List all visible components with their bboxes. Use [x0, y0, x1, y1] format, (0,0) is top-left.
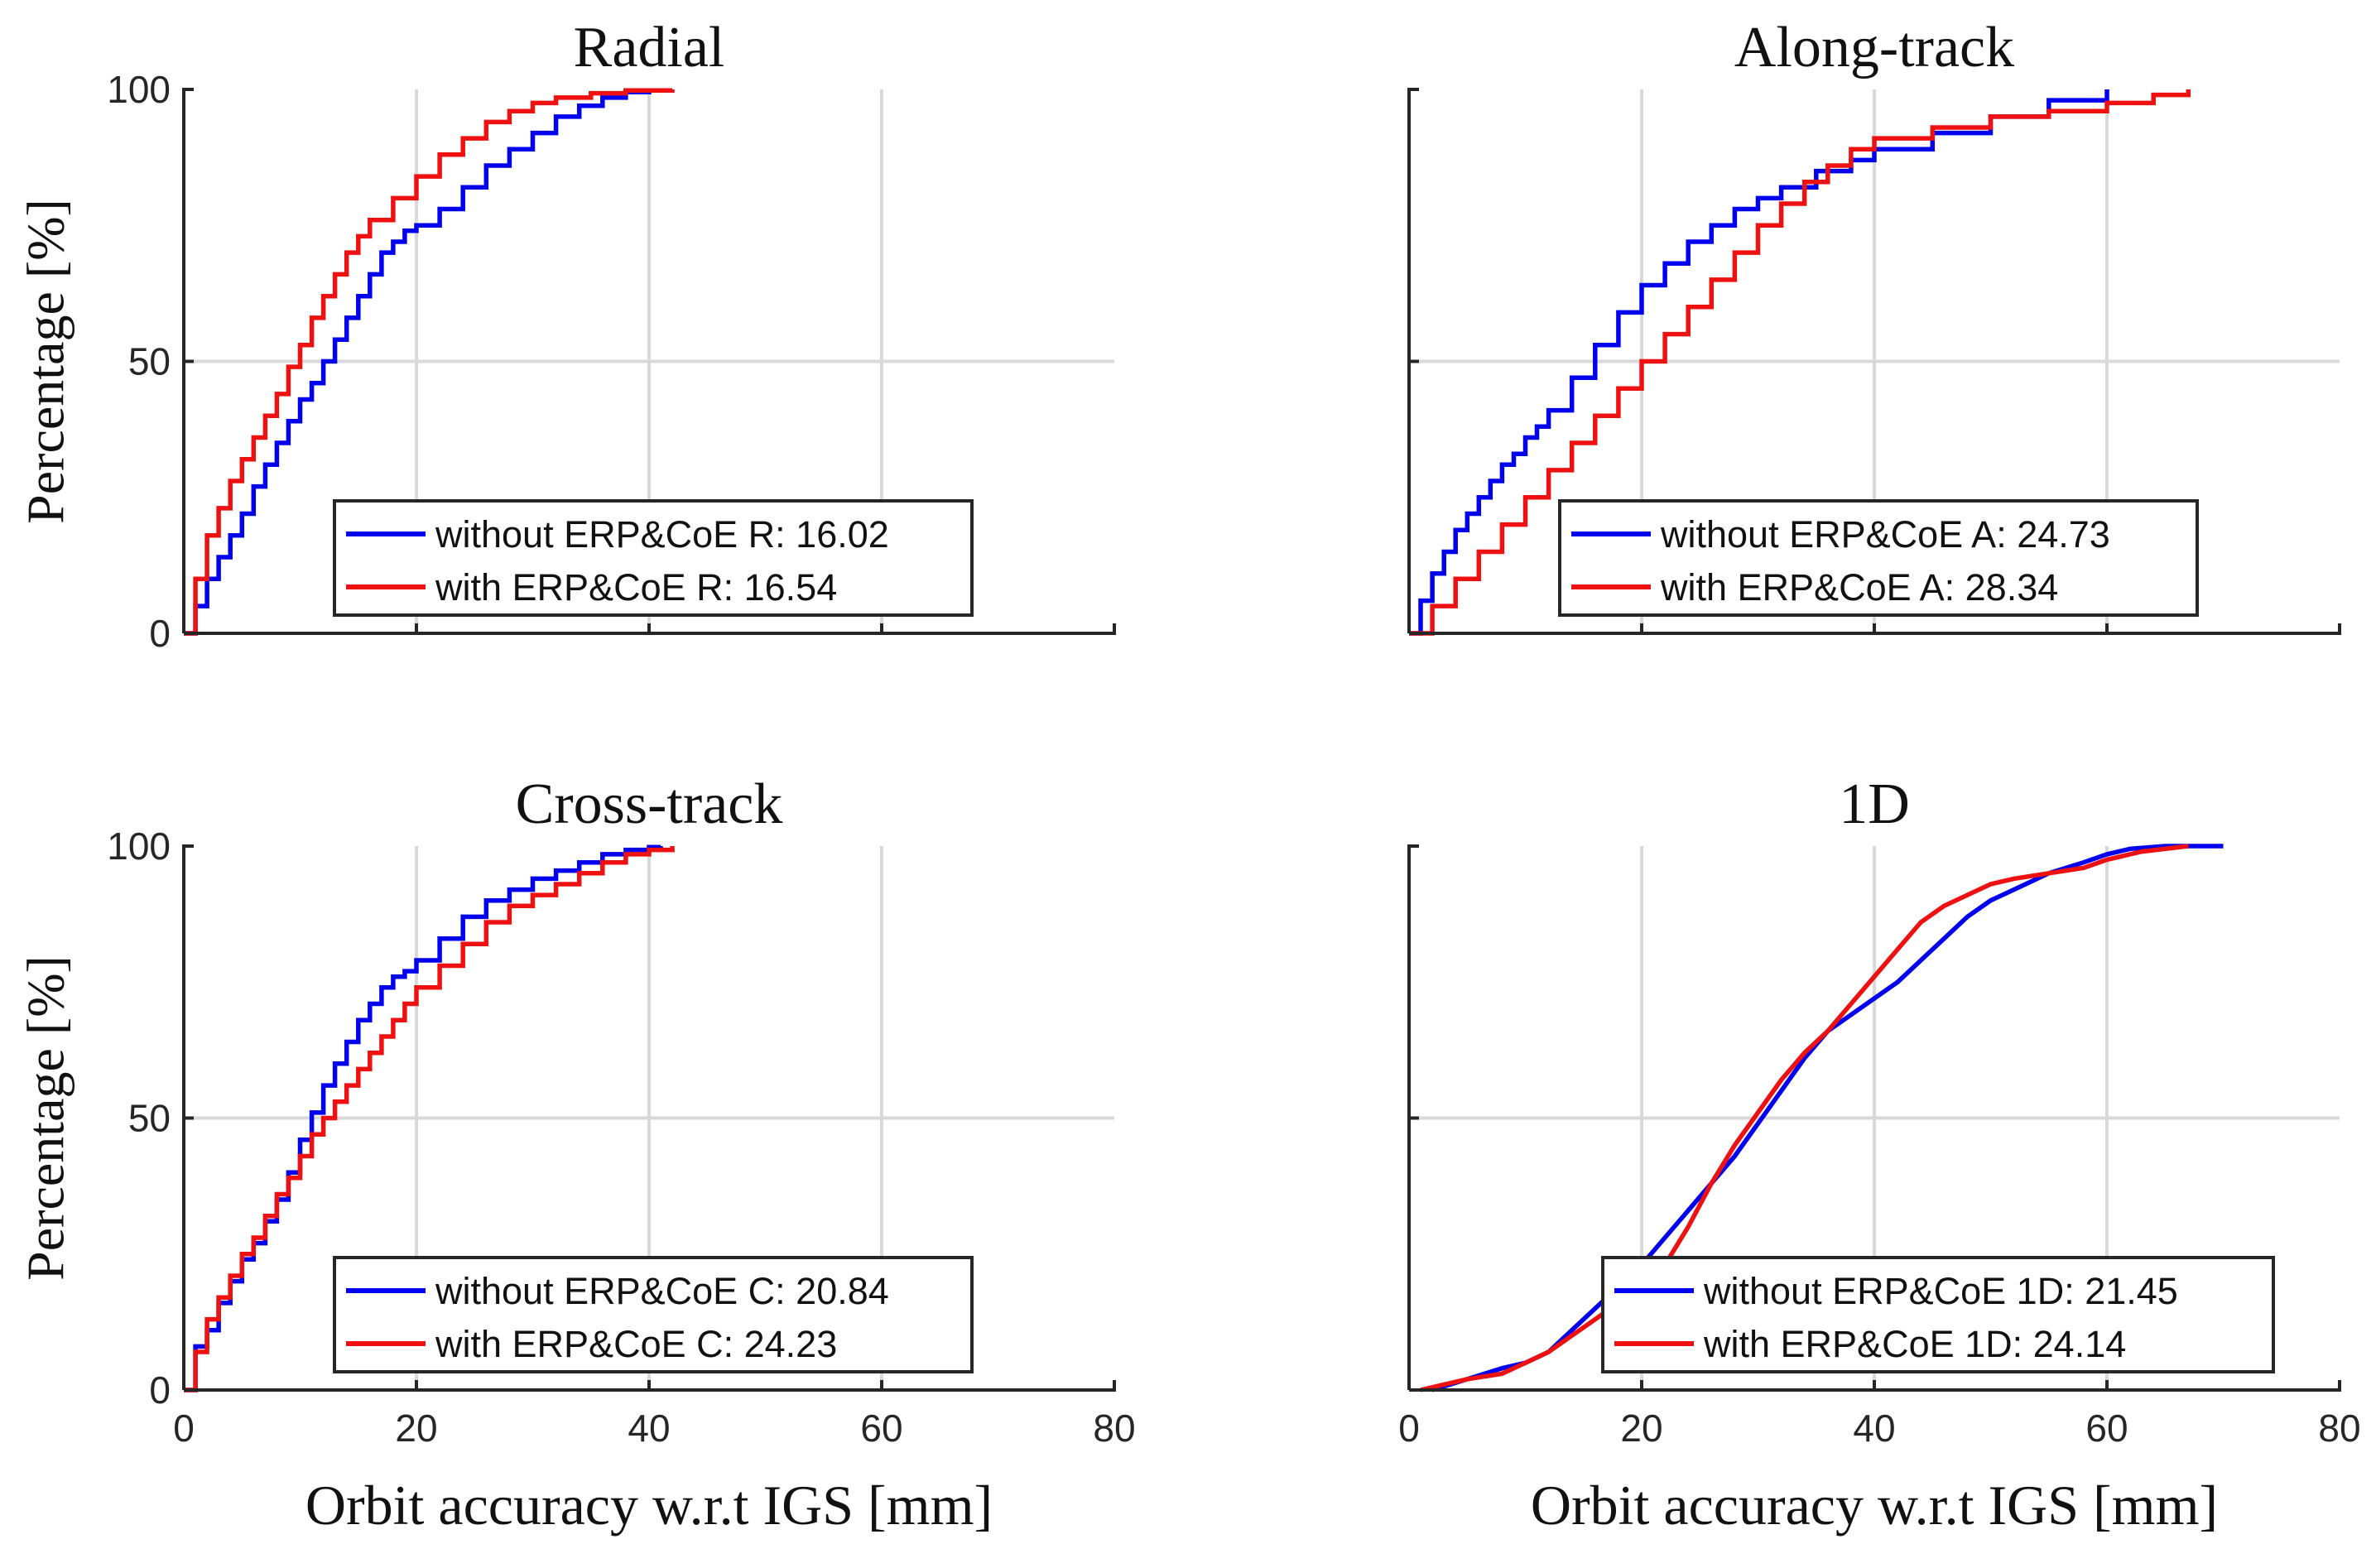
y-tick-label: 50 [128, 340, 171, 383]
series-line-without-erp-coe [184, 89, 652, 636]
series-line-with-erp-coe [184, 846, 675, 1392]
chart-title: 1D [1839, 772, 1910, 836]
legend: without ERP&CoE 1D: 21.45 with ERP&CoE 1D… [1601, 1256, 2275, 1373]
y-tick-label: 100 [107, 825, 171, 868]
x-tick-label: 20 [1620, 1407, 1662, 1450]
legend-box [1601, 1256, 2275, 1373]
x-tick-label: 0 [173, 1407, 195, 1450]
x-tick-label: 60 [860, 1407, 902, 1450]
y-axis-label: Percentage [%] [17, 955, 75, 1281]
y-tick-label: 50 [128, 1097, 171, 1140]
x-tick-label: 40 [1853, 1407, 1895, 1450]
x-axis-label: Orbit accuracy w.r.t IGS [mm] [1531, 1474, 2218, 1537]
y-tick-label: 100 [107, 68, 171, 111]
series-line-with-erp-coe [1409, 89, 2191, 636]
legend-label-without-erp-coe: without ERP&CoE R: 16.02 [435, 513, 889, 556]
legend-label-with-erp-coe: with ERP&CoE C: 24.23 [435, 1323, 837, 1365]
subplot-3: 0 50 100 0 20 40 60 80 Cross-track Percentage [%]… [17, 772, 1136, 1537]
series-line-with-erp-coe [1420, 844, 2189, 1392]
legend: without ERP&CoE A: 24.73 with ERP&CoE A: … [1558, 499, 2199, 617]
x-tick-label: 80 [2318, 1407, 2360, 1450]
series-line-without-erp-coe [184, 844, 663, 1392]
legend-label-without-erp-coe: without ERP&CoE 1D: 21.45 [1703, 1270, 2178, 1312]
legend-label-without-erp-coe: without ERP&CoE C: 20.84 [435, 1270, 889, 1312]
legend-label-without-erp-coe: without ERP&CoE A: 24.73 [1660, 513, 2110, 556]
y-tick-label: 0 [149, 1368, 171, 1412]
legend-box [1558, 499, 2199, 617]
series-line-without-erp-coe [1409, 89, 2109, 636]
x-tick-label: 0 [1398, 1407, 1420, 1450]
chart-title: Radial [574, 16, 725, 79]
subplots: 0 50 100 Radial Percentage [%] without ERP&Co… [17, 16, 2361, 1537]
legend-label-with-erp-coe: with ERP&CoE A: 28.34 [1660, 566, 2058, 608]
legend-label-with-erp-coe: with ERP&CoE R: 16.54 [435, 566, 837, 608]
chart-title: Cross-track [516, 772, 783, 836]
subplot-2: Along-track without ERP&CoE A: 24.73 with … [1407, 16, 2341, 636]
subplot-4: 0 20 40 60 80 1D Orbit accuracy w.r.t IGS [mm]… [1398, 772, 2360, 1537]
legend-label-with-erp-coe: with ERP&CoE 1D: 24.14 [1703, 1323, 2126, 1365]
y-tick-label: 0 [149, 612, 171, 655]
chart-title: Along-track [1734, 16, 2014, 79]
x-tick-label: 40 [628, 1407, 670, 1450]
x-tick-label: 80 [1093, 1407, 1135, 1450]
x-tick-label: 20 [395, 1407, 437, 1450]
subplot-1: 0 50 100 Radial Percentage [%] without ERP&Co… [17, 16, 1116, 655]
x-axis-label: Orbit accuracy w.r.t IGS [mm] [305, 1474, 993, 1537]
legend-box [333, 1256, 974, 1373]
legend-box [333, 499, 974, 617]
legend: without ERP&CoE R: 16.02 with ERP&CoE R: … [333, 499, 974, 617]
y-axis-label: Percentage [%] [17, 199, 75, 524]
legend: without ERP&CoE C: 20.84 with ERP&CoE C: … [333, 1256, 974, 1373]
series-line-with-erp-coe [184, 88, 675, 636]
x-tick-label: 60 [2085, 1407, 2128, 1450]
